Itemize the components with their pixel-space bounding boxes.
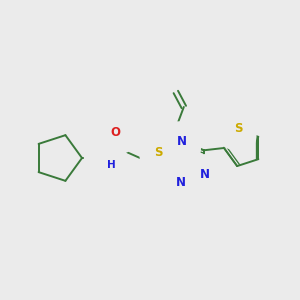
Text: N: N [98, 152, 108, 164]
Text: O: O [110, 127, 120, 140]
Text: S: S [234, 122, 242, 135]
Text: N: N [177, 136, 187, 148]
Text: N: N [200, 168, 210, 181]
Text: S: S [154, 146, 162, 158]
Text: N: N [176, 176, 186, 188]
Text: H: H [106, 160, 116, 170]
